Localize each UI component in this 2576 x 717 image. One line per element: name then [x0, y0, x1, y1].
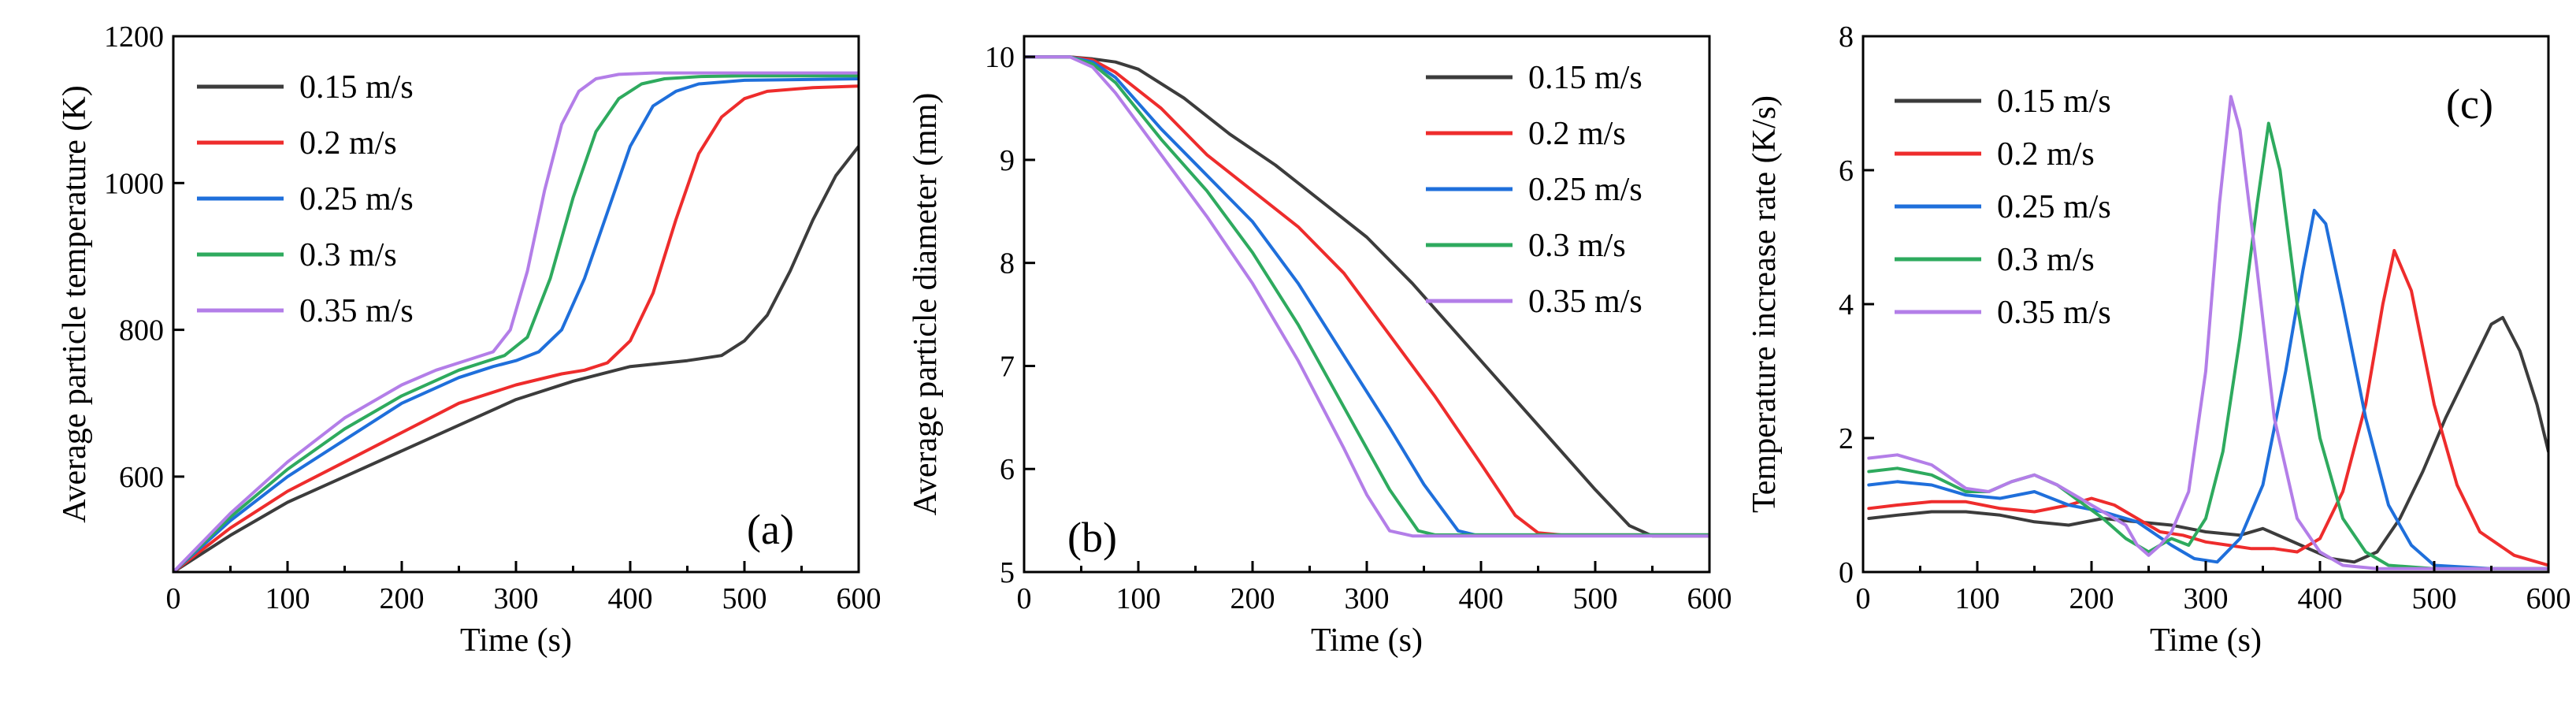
x-tick-label: 400 — [1459, 582, 1504, 615]
y-tick-label: 7 — [1000, 350, 1015, 383]
x-tick-label: 500 — [2412, 582, 2457, 615]
x-tick-label: 200 — [2069, 582, 2114, 615]
x-tick-label: 600 — [2526, 582, 2571, 615]
series-line-0-25-m-s — [173, 77, 859, 572]
plot-frame — [172, 35, 860, 574]
legend-entry-label: 0.2 m/s — [299, 125, 397, 162]
chart-panel-1: 0 100 200 300 400 500 600 600 800 1000 1200 Time (s… — [57, 20, 882, 659]
y-tick-label: 5 — [1000, 556, 1015, 589]
series-line-0-2-m-s — [1024, 55, 1709, 537]
y-tick-label: 6 — [1000, 453, 1015, 486]
series-line-0-15-m-s — [1867, 316, 2548, 564]
series-group — [1024, 55, 1709, 538]
legend: 0.15 m/s 0.2 m/s 0.25 m/s 0.3 m/s 0.35 m/s — [1895, 84, 2111, 331]
y-tick-label: 0 — [1839, 556, 1854, 589]
legend: 0.15 m/s 0.2 m/s 0.25 m/s 0.3 m/s 0.35 m/s — [197, 69, 414, 329]
panel-label: (b) — [1067, 514, 1117, 561]
y-axis-label: Temperature increase rate (K/s) — [1746, 95, 1783, 513]
x-tick-label: 100 — [265, 582, 310, 615]
x-tick-label: 600 — [837, 582, 882, 615]
legend-entry-label: 0.15 m/s — [1528, 60, 1642, 96]
series-line-0-15-m-s — [173, 144, 859, 572]
x-tick-label: 300 — [494, 582, 539, 615]
x-axis-label: Time (s) — [1311, 622, 1423, 659]
x-tick-label: 200 — [380, 582, 425, 615]
x-tick-label: 300 — [1345, 582, 1390, 615]
x-tick-label: 600 — [1687, 582, 1732, 615]
y-tick-label: 8 — [1000, 247, 1015, 280]
y-axis-label: Average particle temperature (K) — [57, 85, 93, 522]
legend-entry-label: 0.35 m/s — [1997, 295, 2111, 331]
x-tick-label: 500 — [722, 582, 767, 615]
legend-entry-label: 0.3 m/s — [1997, 242, 2095, 278]
series-line-0-3-m-s — [1024, 55, 1709, 537]
series-line-0-2-m-s — [1867, 249, 2548, 567]
series-line-0-3-m-s — [173, 74, 859, 572]
chart-panel-3: 0 100 200 300 400 500 600 0 2 4 6 8 Time (s) Temperat… — [1746, 20, 2571, 659]
legend: 0.15 m/s 0.2 m/s 0.25 m/s 0.3 m/s 0.35 m/s — [1426, 60, 1642, 320]
y-tick-label: 2 — [1839, 422, 1854, 455]
legend-entry-label: 0.15 m/s — [299, 69, 414, 106]
y-axis-label: Average particle diameter (mm) — [908, 93, 944, 516]
series-line-0-35-m-s — [1867, 95, 2548, 570]
x-tick-label: 500 — [1573, 582, 1618, 615]
y-tick-label: 1200 — [104, 20, 164, 54]
legend-entry-label: 0.2 m/s — [1528, 116, 1626, 152]
series-group — [173, 71, 859, 572]
legend-entry-label: 0.2 m/s — [1997, 136, 2095, 173]
legend-entry-label: 0.35 m/s — [1528, 284, 1642, 320]
series-line-0-35-m-s — [1024, 55, 1709, 538]
y-tick-label: 8 — [1839, 20, 1854, 54]
y-tick-label: 9 — [1000, 144, 1015, 177]
y-tick-label: 6 — [1839, 154, 1854, 188]
series-line-0-2-m-s — [173, 84, 859, 572]
series-group — [1867, 95, 2548, 570]
series-line-0-35-m-s — [173, 71, 859, 572]
x-tick-label: 0 — [1856, 582, 1871, 615]
legend-entry-label: 0.35 m/s — [299, 293, 414, 329]
x-tick-label: 0 — [1017, 582, 1032, 615]
x-tick-label: 100 — [1955, 582, 2000, 615]
legend-entry-label: 0.15 m/s — [1997, 84, 2111, 120]
x-tick-label: 400 — [2298, 582, 2343, 615]
panel-label: (a) — [747, 506, 794, 553]
y-tick-label: 800 — [119, 314, 164, 347]
y-tick-label: 1000 — [104, 167, 164, 200]
y-tick-label: 4 — [1839, 288, 1854, 321]
x-tick-label: 200 — [1230, 582, 1275, 615]
legend-entry-label: 0.25 m/s — [299, 181, 414, 217]
x-tick-label: 0 — [166, 582, 181, 615]
x-tick-label: 300 — [2184, 582, 2229, 615]
x-tick-label: 100 — [1116, 582, 1161, 615]
chart-panel-2: 0 100 200 300 400 500 600 5 6 7 8 9 10 Time (s) Averag… — [908, 35, 1732, 659]
x-axis-label: Time (s) — [2150, 622, 2262, 659]
legend-entry-label: 0.3 m/s — [1528, 228, 1626, 264]
panel-label: (c) — [2446, 80, 2493, 128]
legend-entry-label: 0.3 m/s — [299, 237, 397, 273]
y-tick-label: 600 — [119, 461, 164, 494]
x-tick-label: 400 — [608, 582, 653, 615]
legend-entry-label: 0.25 m/s — [1997, 189, 2111, 225]
x-axis-label: Time (s) — [460, 622, 572, 659]
y-tick-label: 10 — [985, 41, 1015, 74]
legend-entry-label: 0.25 m/s — [1528, 172, 1642, 208]
series-line-0-25-m-s — [1867, 209, 2548, 570]
